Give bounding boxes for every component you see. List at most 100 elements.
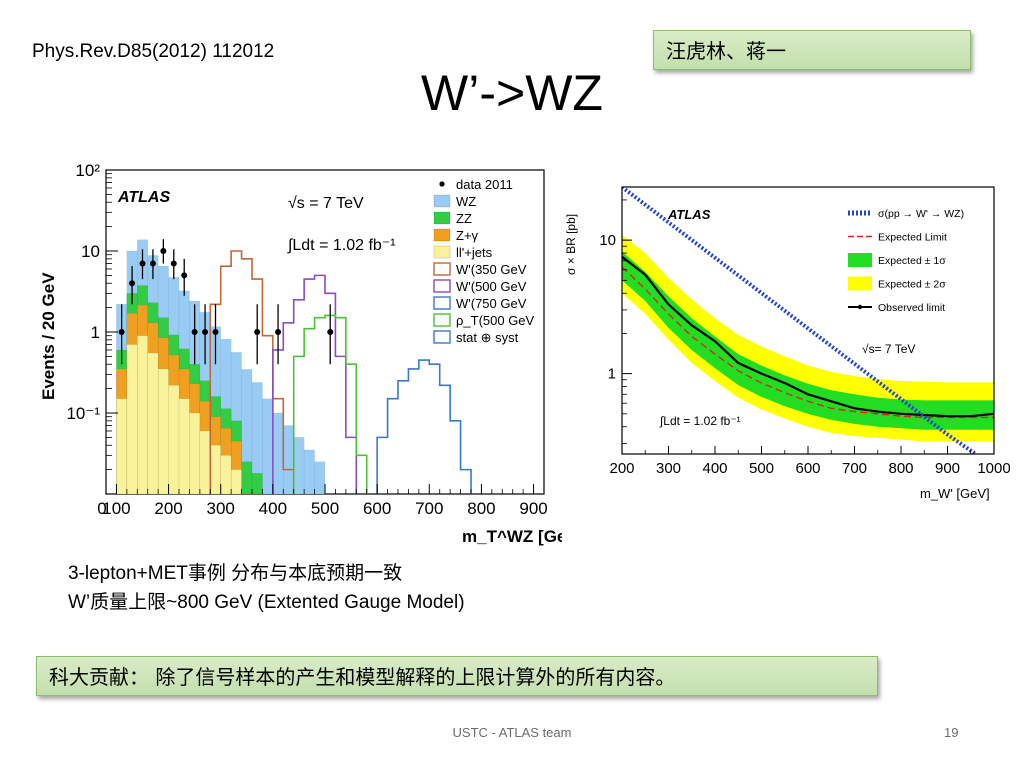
stack-bar-wz [314, 461, 326, 494]
x-tick-label: 700 [842, 460, 867, 477]
legend-swatch-outline [433, 296, 451, 310]
legend-label: ZZ [456, 211, 472, 226]
x-tick-label: 300 [656, 460, 681, 477]
stack-bar-wz [303, 449, 315, 494]
y-tick-label: 10⁻¹ [66, 404, 100, 423]
stack-bar-llj [220, 455, 232, 494]
legend-band-swatch [848, 253, 872, 267]
legend-label: W'(500 GeV [456, 279, 527, 294]
contribution-box: 科大贡献： 除了信号样本的产生和模型解释的上限计算外的所有内容。 [36, 656, 878, 696]
x-tick-label: 800 [467, 499, 495, 518]
legend-label: σ(pp → W' → WZ) [878, 208, 964, 220]
legend-swatch [433, 211, 451, 225]
stack-bar-llj [210, 445, 221, 494]
x-tick-label: 300 [207, 499, 235, 518]
data-point [191, 329, 198, 335]
x-tick-label: 900 [519, 499, 547, 518]
stack-bar-wz [272, 412, 284, 494]
data-point [275, 329, 282, 335]
legend-swatch-outline [433, 330, 451, 344]
legend-label: Expected Limit [878, 232, 947, 244]
left-energy-label: √s = 7 TeV [288, 195, 364, 212]
band-2sigma [622, 234, 994, 442]
legend-label: W'(350 GeV [456, 262, 527, 277]
data-point [202, 329, 209, 335]
data-point [327, 329, 334, 335]
data-point [254, 329, 261, 335]
legend-label: W'(750 GeV [456, 296, 527, 311]
data-point [212, 329, 219, 335]
x-tick-label: 100 [102, 499, 130, 518]
data-point [160, 248, 167, 254]
right-x-axis-label: m_W' [GeV] [920, 486, 990, 501]
x-tick-label: 600 [363, 499, 391, 518]
right-lumi-label: ∫Ldt = 1.02 fb⁻¹ [659, 414, 741, 428]
stack-bar-wz [262, 398, 274, 494]
legend-marker-data [439, 181, 445, 187]
page-number: 19 [944, 725, 959, 740]
legend-label: data 2011 [456, 177, 513, 192]
x-tick-label: 400 [259, 499, 287, 518]
legend-label: Expected ± 1σ [878, 255, 946, 267]
legend-label: ρ_T(500 GeV [456, 313, 535, 328]
legend-swatch [433, 194, 451, 208]
stack-bar-wz [283, 425, 294, 494]
stack-bar-llj [178, 398, 190, 494]
x-tick-label: 500 [749, 460, 774, 477]
left-atlas-label: ATLAS [117, 189, 170, 206]
stack-bar-llj [168, 385, 180, 494]
left-y-axis-label: Events / 20 GeV [39, 272, 58, 400]
legend-label: Z+γ [456, 228, 479, 243]
legend-label: Observed limit [878, 302, 945, 314]
stack-bar-zz [241, 461, 253, 494]
expected-limit-line [622, 266, 994, 419]
x-tick-label: 200 [609, 460, 634, 477]
x-tick-label: 600 [795, 460, 820, 477]
y-tick-label: 1 [91, 323, 100, 342]
legend-swatch [433, 228, 451, 242]
legend-swatch-outline [433, 262, 451, 276]
x-tick-label: 800 [888, 460, 913, 477]
stack-bar-llj [189, 412, 201, 494]
right-atlas-label: ATLAS [667, 207, 711, 222]
stack-bar-llj [230, 469, 242, 494]
right-y-axis-label: σ × BR [pb] [564, 214, 578, 275]
stack-bar-llj [126, 344, 138, 494]
x-tick-label: 700 [415, 499, 443, 518]
caption-line-1: 3-lepton+MET事例 分布与本底预期一致 [68, 563, 403, 584]
left-x-axis-label: m_T^WZ [GeV] [462, 527, 562, 546]
x-tick-label: 0 [97, 499, 106, 518]
legend-label: WZ [456, 194, 476, 209]
authors-box: 汪虎林、蒋一 [653, 30, 971, 70]
x-tick-label: 1000 [977, 460, 1010, 477]
data-point [170, 260, 177, 267]
stack-bar-llj [199, 430, 211, 494]
contribution-text: 科大贡献： 除了信号样本的产生和模型解释的上限计算外的所有内容。 [49, 665, 676, 689]
signal-line-2 [376, 359, 472, 494]
signal-line-0 [209, 250, 295, 494]
y-tick-label: 1 [608, 366, 616, 383]
left-lumi-label: ∫Ldt = 1.02 fb⁻¹ [287, 237, 396, 254]
observed-limit-line [622, 255, 994, 418]
legend-swatch-outline [433, 279, 451, 293]
data-point [129, 280, 136, 287]
data-point [139, 260, 146, 267]
legend-observed-dot [857, 304, 863, 310]
legend-band-swatch [848, 276, 872, 291]
paper-reference: Phys.Rev.D85(2012) 112012 [32, 41, 275, 62]
x-tick-label: 900 [935, 460, 960, 477]
x-tick-label: 400 [702, 460, 727, 477]
data-point [149, 260, 156, 267]
y-tick-label: 10 [81, 242, 100, 261]
stack-bar-wz [293, 437, 305, 494]
legend-label: Expected ± 2σ [878, 279, 946, 291]
stack-bar-llj [137, 335, 148, 494]
data-point [118, 329, 125, 335]
signal-line-1 [272, 274, 358, 494]
limit-chart: 200 300 400 500 600 700 800 900 1000 10 1 ATLAS √s… [564, 186, 1010, 501]
y-tick-label: 10² [75, 161, 100, 180]
x-tick-label: 500 [311, 499, 339, 518]
x-tick-label: 200 [154, 499, 182, 518]
legend-swatch [433, 245, 451, 259]
